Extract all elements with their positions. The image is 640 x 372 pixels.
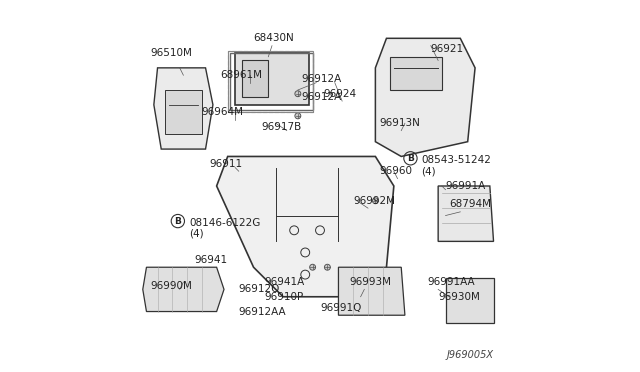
Text: J969005X: J969005X xyxy=(447,350,493,359)
Bar xyxy=(390,57,442,90)
Text: 96992M: 96992M xyxy=(353,196,396,206)
Text: 96912AA: 96912AA xyxy=(239,307,286,317)
Text: 08146-6122G: 08146-6122G xyxy=(189,218,260,228)
Text: 96993M: 96993M xyxy=(349,277,392,287)
Text: 96990M: 96990M xyxy=(150,281,192,291)
Text: 68430N: 68430N xyxy=(253,33,294,43)
Text: (4): (4) xyxy=(189,229,204,239)
Text: 96917B: 96917B xyxy=(261,122,301,132)
Text: 96921: 96921 xyxy=(431,44,464,54)
Text: 96911: 96911 xyxy=(209,159,243,169)
Text: 96964M: 96964M xyxy=(202,107,244,117)
Text: B: B xyxy=(175,217,181,225)
Text: 96991AA: 96991AA xyxy=(427,277,475,287)
Text: 96991A: 96991A xyxy=(445,181,486,191)
Bar xyxy=(230,53,312,110)
Polygon shape xyxy=(143,267,224,311)
Text: 96941A: 96941A xyxy=(264,277,305,287)
Text: 96912A: 96912A xyxy=(301,92,342,102)
Text: 96924: 96924 xyxy=(324,89,357,99)
Text: B: B xyxy=(407,154,414,163)
Polygon shape xyxy=(154,68,213,149)
Text: 68961M: 68961M xyxy=(220,70,262,80)
Polygon shape xyxy=(216,157,394,297)
Polygon shape xyxy=(438,186,493,241)
Text: 08543-51242: 08543-51242 xyxy=(422,155,492,165)
Circle shape xyxy=(324,264,330,270)
Text: 96941: 96941 xyxy=(195,255,228,265)
Bar xyxy=(243,61,268,97)
Circle shape xyxy=(295,91,301,97)
Circle shape xyxy=(372,198,378,204)
Polygon shape xyxy=(339,267,405,315)
Text: 96912A: 96912A xyxy=(301,74,342,84)
Text: 96510M: 96510M xyxy=(150,48,192,58)
Polygon shape xyxy=(376,38,475,157)
Circle shape xyxy=(295,113,301,119)
Text: 96930M: 96930M xyxy=(438,292,480,302)
Text: 96912O: 96912O xyxy=(239,284,280,294)
Text: 96960: 96960 xyxy=(379,166,412,176)
Polygon shape xyxy=(445,278,493,323)
Bar xyxy=(235,53,309,105)
Text: (4): (4) xyxy=(422,166,436,176)
Text: 96913N: 96913N xyxy=(379,118,420,128)
Bar xyxy=(165,90,202,134)
Circle shape xyxy=(310,264,316,270)
Bar xyxy=(228,51,312,112)
Text: 68794M: 68794M xyxy=(449,199,492,209)
Text: 96991Q: 96991Q xyxy=(320,303,362,313)
Text: 96910P: 96910P xyxy=(264,292,304,302)
